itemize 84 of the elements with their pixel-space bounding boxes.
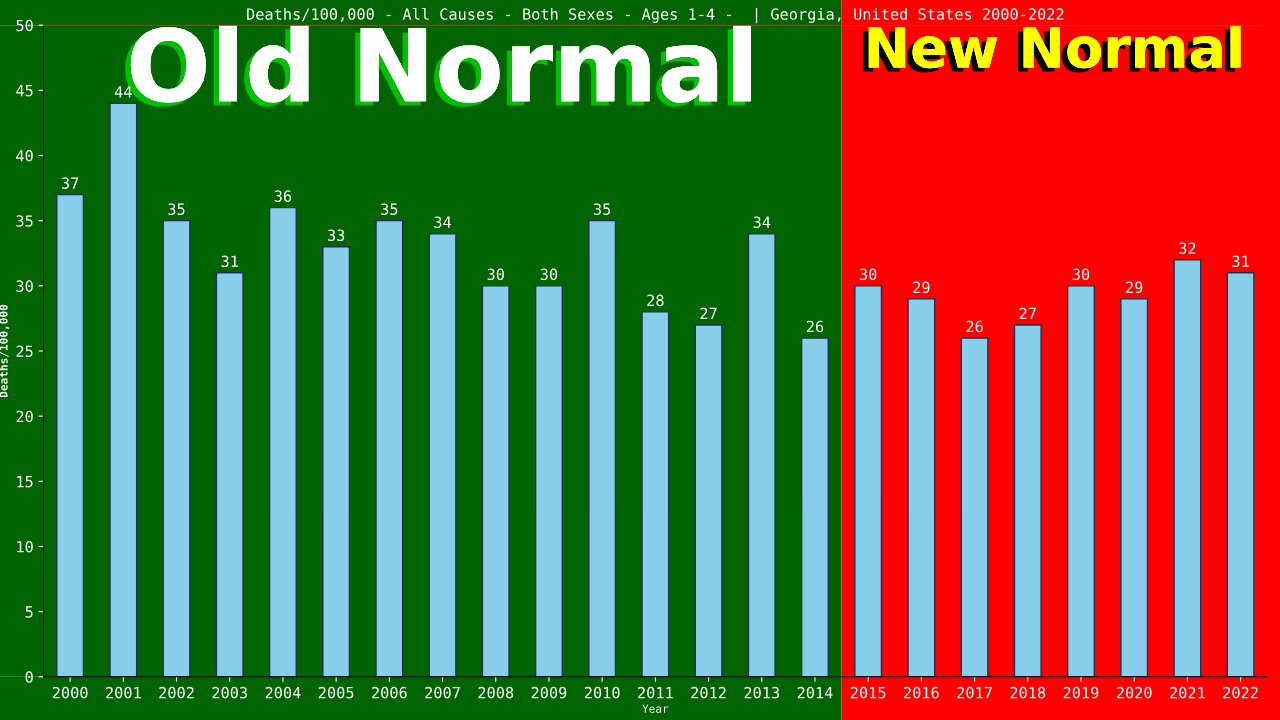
x-tick-label: 2019 — [1063, 686, 1099, 699]
bar — [1120, 298, 1149, 677]
x-tick-label: 2017 — [957, 686, 992, 699]
bar — [1173, 259, 1202, 677]
data-label: 31 — [1232, 255, 1249, 268]
bar — [322, 246, 351, 677]
x-tick-label: 2008 — [478, 686, 514, 699]
x-tick-label: 2003 — [212, 686, 247, 699]
y-tick-label: 45 — [16, 85, 33, 97]
data-label: 30 — [1072, 268, 1090, 281]
x-tick-label: 2005 — [318, 686, 354, 699]
data-label: 27 — [1019, 307, 1036, 319]
y-tick-label: 5 — [25, 606, 33, 618]
x-tick-label: 2002 — [159, 686, 194, 699]
data-label: 44 — [114, 86, 132, 98]
x-axis-title: Year — [642, 704, 669, 713]
data-label: 36 — [274, 190, 292, 202]
data-label: 30 — [540, 268, 558, 281]
data-label: 28 — [647, 294, 664, 307]
bar — [641, 311, 670, 677]
x-tick-label: 2014 — [797, 686, 833, 699]
data-label: 31 — [221, 255, 238, 268]
x-tick-label: 2018 — [1010, 686, 1046, 699]
bar — [428, 233, 457, 677]
data-label: 30 — [860, 268, 877, 281]
data-label: 33 — [327, 229, 345, 242]
x-tick-label: 2004 — [265, 686, 301, 699]
x-tick-label: 2006 — [372, 686, 407, 699]
data-label: 29 — [913, 281, 930, 294]
x-tick-label: 2013 — [744, 686, 780, 699]
chart-title: Deaths/100,000 - All Causes - Both Sexes - Ages 1-4 - | Georgia, United States 2000-2022 — [247, 7, 1064, 24]
x-tick-label: 2015 — [850, 686, 886, 699]
band-label: New Normal — [863, 25, 1241, 73]
bar — [588, 219, 617, 677]
x-tick-label: 2021 — [1170, 686, 1205, 699]
bar — [215, 272, 244, 677]
y-tick-label: 10 — [17, 540, 33, 553]
bar — [375, 219, 404, 677]
x-tick-label: 2001 — [106, 686, 141, 699]
bar — [1226, 272, 1255, 677]
bar — [481, 285, 510, 677]
y-tick-label: 35 — [16, 215, 33, 227]
y-tick-label: 40 — [16, 150, 33, 162]
bar — [1013, 324, 1042, 677]
y-axis-title: Deaths/100,000 — [0, 304, 10, 398]
bar — [800, 337, 829, 677]
y-tick-label: 25 — [16, 345, 33, 358]
data-label: 34 — [753, 216, 771, 228]
x-tick-label: 2000 — [52, 686, 88, 699]
x-tick-label: 2020 — [1116, 686, 1152, 699]
x-tick-label: 2012 — [691, 686, 726, 699]
y-tick-label: 30 — [16, 280, 33, 292]
bar — [268, 206, 297, 677]
y-tick-label: 0 — [25, 671, 33, 683]
data-label: 35 — [168, 203, 185, 215]
x-tick-label: 2007 — [425, 686, 460, 699]
bar — [747, 233, 776, 677]
data-label: 37 — [61, 177, 79, 189]
bar — [534, 285, 563, 677]
data-label: 26 — [966, 320, 983, 333]
y-tick-label: 20 — [16, 410, 33, 423]
x-tick-label: 2016 — [904, 686, 939, 699]
bar — [694, 324, 723, 677]
data-label: 29 — [1126, 281, 1143, 294]
data-label: 30 — [487, 268, 504, 281]
bar — [162, 219, 191, 677]
data-label: 26 — [806, 320, 824, 333]
data-label: 27 — [700, 307, 717, 319]
data-label: 35 — [593, 203, 611, 215]
x-tick-label: 2010 — [584, 686, 620, 699]
bar — [854, 285, 883, 677]
x-tick-label: 2009 — [531, 686, 567, 699]
data-label: 34 — [434, 216, 452, 228]
y-tick-label: 15 — [17, 476, 33, 488]
bar — [960, 337, 989, 677]
data-label: 32 — [1179, 242, 1196, 255]
y-tick-label: 50 — [16, 19, 33, 32]
bar — [1066, 285, 1095, 677]
bar — [56, 193, 85, 677]
data-label: 35 — [381, 203, 398, 215]
bar — [109, 102, 138, 677]
bar — [907, 298, 936, 677]
x-tick-label: 2011 — [638, 686, 673, 699]
x-tick-label: 2022 — [1223, 686, 1258, 699]
